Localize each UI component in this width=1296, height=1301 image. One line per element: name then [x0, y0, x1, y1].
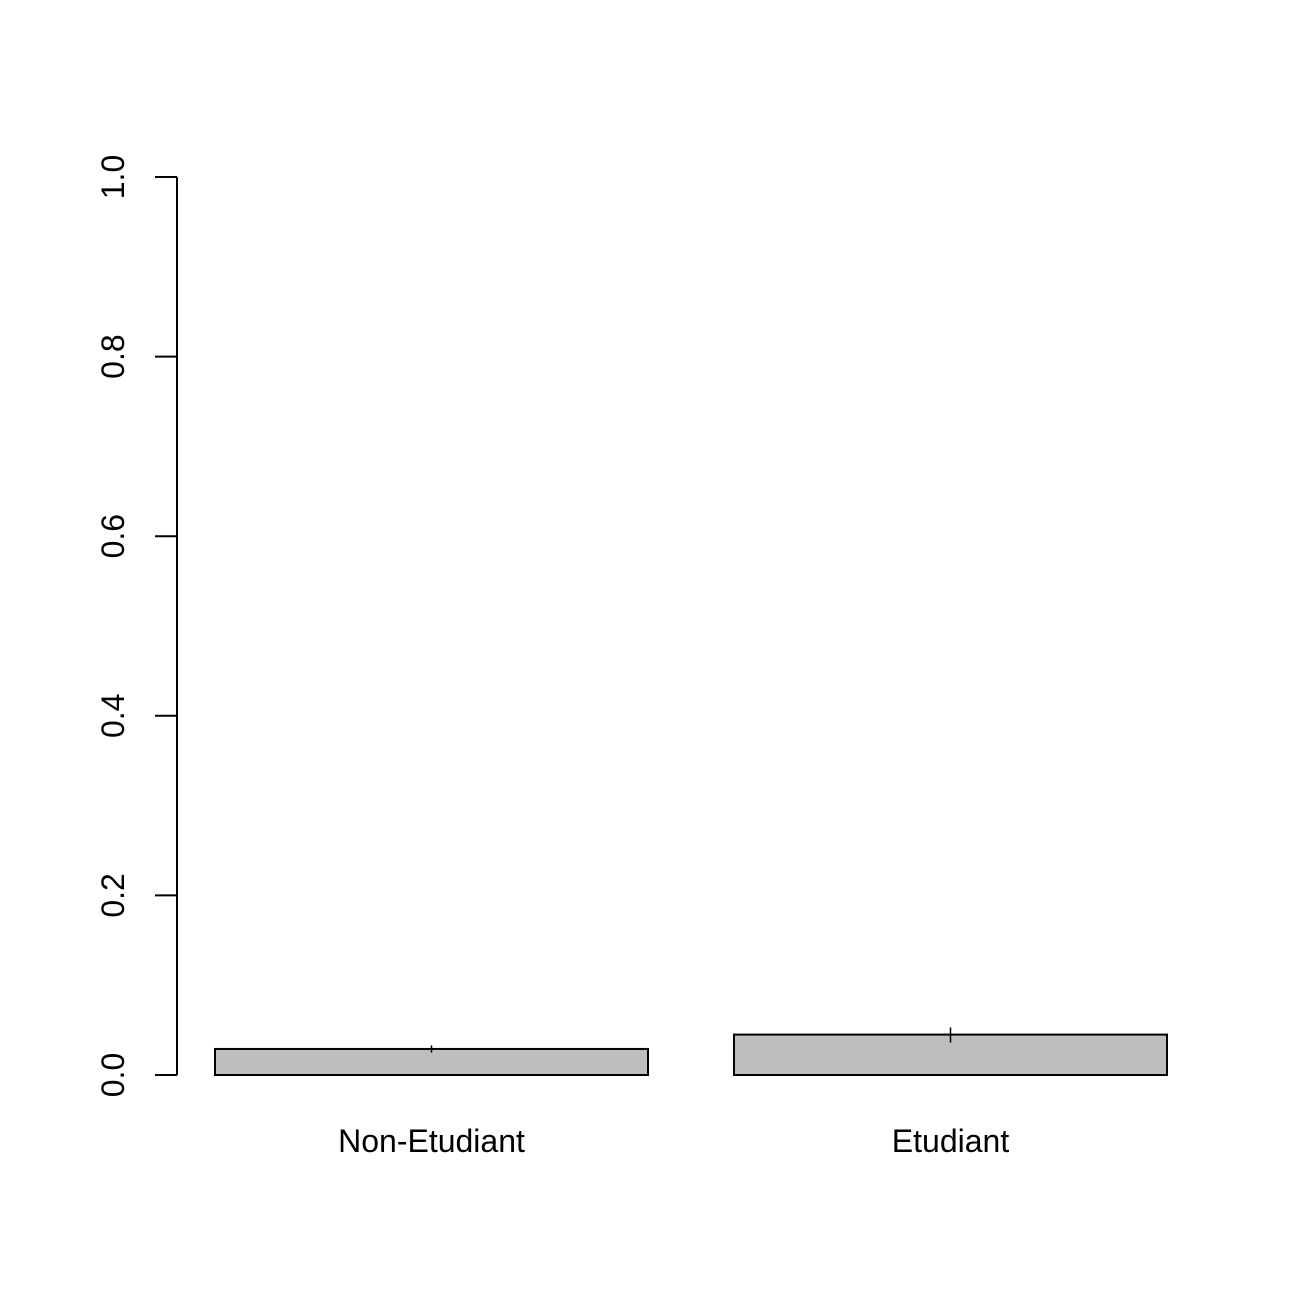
x-category-label: Non-Etudiant — [338, 1123, 525, 1159]
bar — [214, 1047, 649, 1077]
y-tick-label: 0.4 — [95, 694, 131, 738]
y-tick-label: 0.2 — [95, 873, 131, 917]
bars-group — [214, 1033, 1168, 1077]
x-category-label: Etudiant — [892, 1123, 1010, 1159]
error-bars-group — [430, 1027, 952, 1053]
y-tick-label: 0.0 — [95, 1053, 131, 1097]
x-axis-labels: Non-Etudiant Etudiant — [338, 1123, 1009, 1159]
y-tick-label: 0.6 — [95, 514, 131, 558]
y-tick-label: 1.0 — [95, 155, 131, 199]
y-tick-label: 0.8 — [95, 334, 131, 378]
y-axis: 0.0 0.2 0.4 0.6 0.8 1.0 — [95, 155, 178, 1097]
